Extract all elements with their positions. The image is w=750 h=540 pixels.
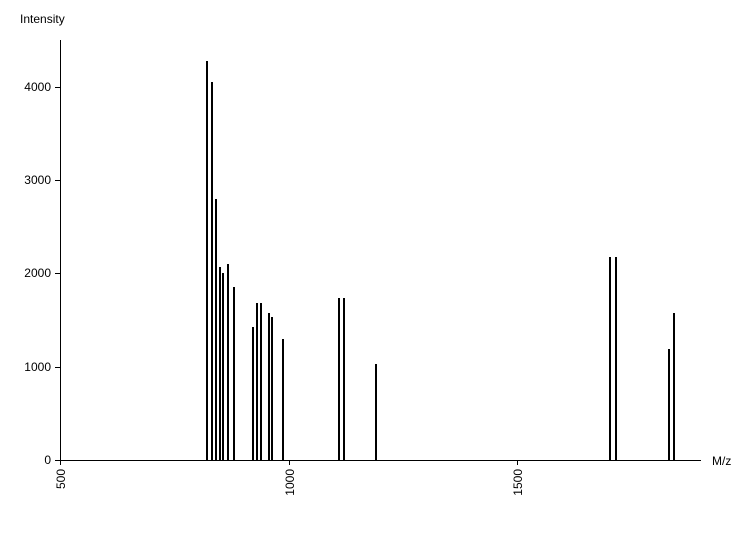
y-tick-label: 3000 <box>0 173 51 187</box>
spectrum-peak <box>615 257 617 460</box>
spectrum-peak <box>252 327 254 460</box>
spectrum-peak <box>609 257 611 460</box>
spectrum-peak <box>668 349 670 460</box>
spectrum-peak <box>215 199 217 460</box>
spectrum-peak <box>256 303 258 460</box>
x-tick-label: 500 <box>54 469 68 489</box>
y-tick-label: 0 <box>0 453 51 467</box>
spectrum-peak <box>222 273 224 460</box>
y-tick-label: 4000 <box>0 80 51 94</box>
x-tick-label: 1000 <box>283 469 297 496</box>
plot-area <box>60 40 701 461</box>
spectrum-peak <box>375 364 377 460</box>
spectrum-peak <box>268 313 270 460</box>
spectrum-peak <box>271 317 273 460</box>
x-tick <box>517 460 518 465</box>
spectrum-peak <box>233 287 235 460</box>
y-tick-label: 1000 <box>0 360 51 374</box>
y-tick <box>55 87 60 88</box>
x-tick <box>60 460 61 465</box>
spectrum-peak <box>219 267 221 460</box>
spectrum-peak <box>343 298 345 460</box>
spectrum-peak <box>260 303 262 460</box>
spectrum-peak <box>338 298 340 460</box>
x-tick-label: 1500 <box>511 469 525 496</box>
y-tick <box>55 180 60 181</box>
y-tick <box>55 367 60 368</box>
spectrum-peak <box>282 339 284 460</box>
x-axis-title: M/z <box>712 454 731 468</box>
spectrum-peak <box>206 61 208 460</box>
y-tick <box>55 273 60 274</box>
spectrum-peak <box>227 264 229 460</box>
y-tick-label: 2000 <box>0 266 51 280</box>
y-axis-title: Intensity <box>20 12 65 26</box>
spectrum-peak <box>673 313 675 460</box>
spectrum-peak <box>211 82 213 460</box>
x-tick <box>289 460 290 465</box>
mass-spectrum-chart: Intensity M/z 0 1000 2000 3000 4000 500 1000 15… <box>0 0 750 540</box>
